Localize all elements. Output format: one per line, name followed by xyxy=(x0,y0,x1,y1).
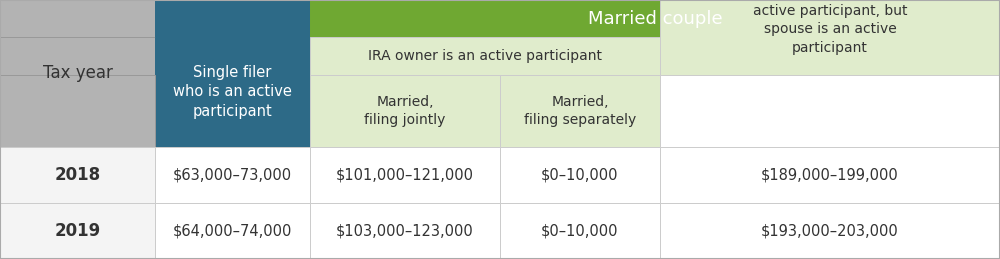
Bar xyxy=(0,0,155,37)
Bar xyxy=(500,147,660,203)
Bar xyxy=(155,37,310,147)
Text: Single filer
who is an active
participant: Single filer who is an active participan… xyxy=(173,65,292,119)
Text: 2019: 2019 xyxy=(54,222,101,240)
Bar xyxy=(310,147,500,203)
Text: $103,000–123,000: $103,000–123,000 xyxy=(336,224,474,239)
Text: IRA owner is an active participant: IRA owner is an active participant xyxy=(368,49,602,63)
Bar xyxy=(0,147,155,203)
Bar xyxy=(310,203,500,259)
Bar xyxy=(660,0,1000,75)
Text: IRA owner NOT an
active participant, but
spouse is an active
participant: IRA owner NOT an active participant, but… xyxy=(753,0,907,55)
Text: $64,000–74,000: $64,000–74,000 xyxy=(173,224,292,239)
Text: Married,
filing separately: Married, filing separately xyxy=(524,95,636,127)
Text: $101,000–121,000: $101,000–121,000 xyxy=(336,168,474,183)
Text: $0–10,000: $0–10,000 xyxy=(541,168,619,183)
Bar xyxy=(0,37,155,75)
Bar xyxy=(660,203,1000,259)
Bar xyxy=(0,203,155,259)
Bar xyxy=(155,0,310,37)
Bar xyxy=(500,75,660,147)
Bar xyxy=(500,203,660,259)
Text: Tax year: Tax year xyxy=(43,64,112,83)
Text: $0–10,000: $0–10,000 xyxy=(541,224,619,239)
Bar xyxy=(155,147,310,203)
Text: Married couple: Married couple xyxy=(588,10,722,27)
Text: $193,000–203,000: $193,000–203,000 xyxy=(761,224,899,239)
Bar xyxy=(310,0,1000,37)
Text: $63,000–73,000: $63,000–73,000 xyxy=(173,168,292,183)
Text: $189,000–199,000: $189,000–199,000 xyxy=(761,168,899,183)
Text: 2018: 2018 xyxy=(54,166,101,184)
Bar xyxy=(155,203,310,259)
Bar xyxy=(0,75,155,147)
Bar xyxy=(310,37,660,75)
Bar xyxy=(310,75,500,147)
Bar xyxy=(660,147,1000,203)
Text: Married,
filing jointly: Married, filing jointly xyxy=(364,95,446,127)
